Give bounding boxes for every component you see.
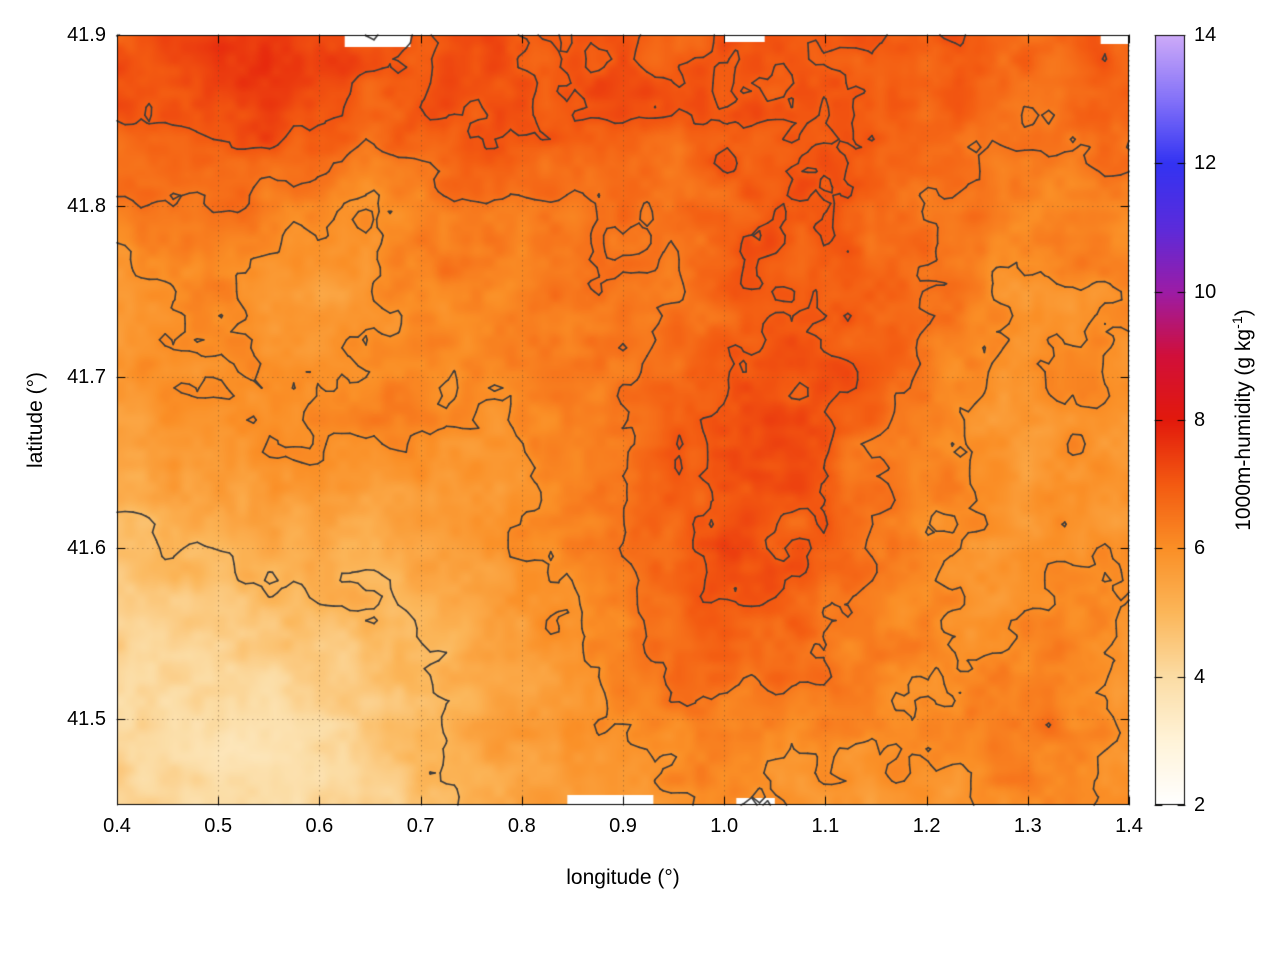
x-tick-label: 1.2	[912, 815, 941, 837]
colorbar-tick-label: 6	[1194, 537, 1206, 560]
x-tick-label: 1.4	[1115, 815, 1143, 837]
colorbar-tick-label: 8	[1194, 409, 1206, 431]
colorbar-tick-label: 14	[1194, 24, 1217, 46]
colorbar-tick-label: 2	[1194, 794, 1206, 816]
y-tick-label: 41.8	[67, 195, 106, 218]
x-tick-label: 0.4	[103, 815, 131, 837]
colorbar-tick-label: 4	[1194, 665, 1206, 688]
x-tick-label: 0.9	[609, 815, 637, 837]
x-axis-label: longitude (°)	[566, 866, 680, 889]
x-tick-label: 0.6	[305, 815, 334, 837]
y-tick-label: 41.5	[67, 708, 106, 731]
colorbar-tick-label: 10	[1194, 280, 1217, 303]
colorbar-label: 1000m-humidity (g kg-1)	[1230, 309, 1256, 531]
y-tick-label: 41.7	[67, 366, 106, 389]
x-tick-label: 1.1	[811, 815, 840, 837]
y-tick-label: 41.9	[67, 24, 106, 46]
colorbar-label-sup: -1	[1230, 316, 1246, 329]
colorbar-label-main: 1000m-humidity (g kg	[1232, 328, 1255, 531]
x-tick-label: 0.7	[406, 815, 435, 837]
colorbar-tick-label: 12	[1194, 152, 1217, 175]
x-tick-label: 1.0	[710, 815, 739, 837]
colorbar-label-end: )	[1232, 309, 1255, 317]
x-tick-label: 0.8	[507, 815, 536, 837]
x-tick-label: 0.5	[204, 815, 233, 837]
x-tick-label: 1.3	[1013, 815, 1042, 837]
y-tick-label: 41.6	[67, 537, 106, 560]
